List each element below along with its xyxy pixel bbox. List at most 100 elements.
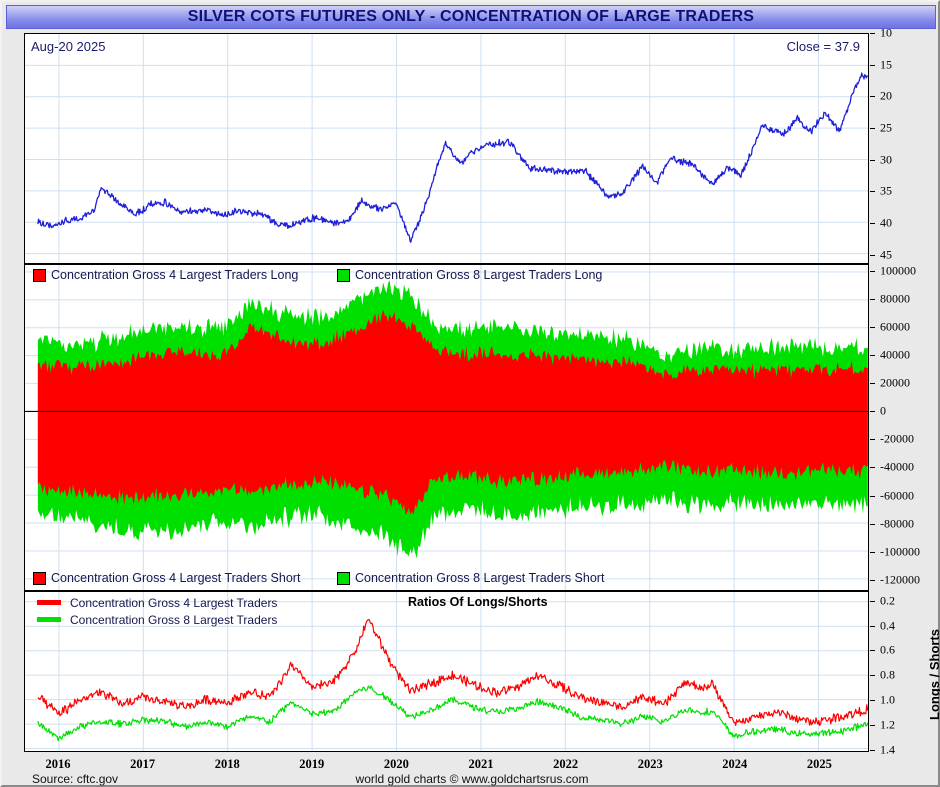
y-tick-label: 40000 — [880, 347, 910, 362]
legend-swatch-icon — [337, 571, 350, 585]
y-tick — [870, 383, 875, 385]
x-tick-label: 2022 — [553, 757, 579, 771]
legend-swatch-icon — [33, 268, 46, 282]
legend-longs: Concentration Gross 4 Largest Traders Lo… — [31, 268, 871, 284]
legend-line-swatch-icon — [37, 600, 61, 605]
legend-line-swatch-icon — [37, 617, 61, 622]
legend-label: Concentration Gross 8 Largest Traders Lo… — [355, 268, 603, 282]
credit-label: world gold charts © www.goldchartsrus.co… — [355, 772, 589, 786]
page-title: SILVER COTS FUTURES ONLY - CONCENTRATION… — [187, 8, 755, 25]
legend-shorts: Concentration Gross 4 Largest Traders Sh… — [31, 571, 871, 587]
y-tick-label: 25 — [880, 120, 892, 135]
ratios-y-axis: 1.4 1.2 1.0 0.8 0.6 0.4 0.2 — [870, 591, 940, 756]
legend-swatch-icon — [337, 268, 350, 282]
y-tick-label: 35 — [880, 183, 892, 198]
y-tick-label: 20 — [880, 88, 892, 103]
y-tick — [870, 579, 875, 581]
y-tick — [870, 523, 875, 525]
y-tick-label: 0.2 — [880, 593, 895, 608]
y-tick-label: 40 — [880, 215, 892, 230]
y-tick — [870, 271, 875, 273]
legend-item: Concentration Gross 4 Largest Traders Sh… — [33, 571, 300, 585]
y-tick-label: 0.4 — [880, 618, 895, 633]
x-tick-label: 2016 — [45, 757, 71, 771]
legend-item: Concentration Gross 8 Largest Traders Lo… — [337, 268, 602, 282]
y-tick — [870, 327, 875, 329]
y-tick — [870, 299, 875, 301]
silver-price-panel: Aug-20 2025 Close = 37.9 — [24, 33, 869, 264]
x-tick-label: 2023 — [637, 757, 663, 771]
legend-item: Concentration Gross 8 Largest Traders Sh… — [337, 571, 604, 585]
y-tick — [870, 600, 875, 602]
close-value-label: Close = 37.9 — [786, 39, 860, 54]
y-tick-label: -40000 — [880, 459, 914, 474]
legend-label: Concentration Gross 4 Largest Traders Sh… — [51, 571, 301, 585]
legend-item: Concentration Gross 8 Largest Traders — [37, 611, 277, 628]
legend-label: Concentration Gross 8 Largest Traders — [70, 612, 278, 627]
y-tick — [870, 724, 875, 726]
y-tick-label: 1.0 — [880, 692, 895, 707]
x-tick-label: 2024 — [722, 757, 748, 771]
y-tick — [870, 96, 875, 98]
y-tick — [870, 495, 875, 497]
y-tick — [870, 355, 875, 357]
y-tick — [870, 254, 875, 256]
x-tick-label: 2018 — [214, 757, 240, 771]
y-tick — [870, 33, 875, 34]
y-tick — [870, 191, 875, 193]
x-tick-label: 2021 — [468, 757, 494, 771]
legend-item: Concentration Gross 4 Largest Traders — [37, 594, 277, 611]
y-tick — [870, 467, 875, 469]
gridlines — [25, 34, 868, 263]
x-axis: 2016 2017 2018 2019 2020 2021 2022 2023 2024 2025 — [2, 755, 940, 775]
y-tick-label: -60000 — [880, 488, 914, 503]
legend-label: Concentration Gross 4 Largest Traders Lo… — [51, 268, 299, 282]
y-tick — [870, 411, 875, 413]
y-tick — [870, 699, 875, 701]
legend-label: Concentration Gross 4 Largest Traders — [70, 595, 278, 610]
y-tick-label: 1.2 — [880, 717, 895, 732]
y-tick-label: -80000 — [880, 516, 914, 531]
y-tick — [870, 551, 875, 553]
concentration-panel: Concentration Gross 4 Largest Traders Lo… — [24, 264, 869, 591]
legend-ratios: Concentration Gross 4 Largest Traders Con… — [37, 594, 277, 628]
y-tick — [870, 439, 875, 441]
y-tick — [870, 650, 875, 652]
legend-swatch-icon — [33, 571, 46, 585]
ratios-panel: Ratios Of Longs/Shorts Concentration Gro… — [24, 591, 869, 752]
concentration-y-axis: 100000 80000 60000 40000 20000 0 -20000 -40000 -… — [870, 263, 940, 591]
area-4-largest-long — [37, 309, 868, 412]
y-tick-label: 1.4 — [880, 742, 895, 757]
y-tick-label: 30 — [880, 152, 892, 167]
y-tick-label: 0 — [880, 403, 886, 418]
concentration-svg — [25, 265, 868, 590]
legend-label: Concentration Gross 8 Largest Traders Sh… — [355, 571, 605, 585]
x-tick-label: 2017 — [130, 757, 156, 771]
ratios-plot — [25, 592, 868, 751]
x-tick-label: 2025 — [806, 757, 832, 771]
y-tick-label: 45 — [880, 247, 892, 261]
y-tick-label: 100000 — [880, 263, 916, 278]
y-tick-label: 15 — [880, 57, 892, 72]
y-tick — [870, 675, 875, 677]
y-tick — [870, 625, 875, 627]
ratio-line-8-largest — [37, 685, 868, 742]
y-tick — [870, 127, 875, 129]
silver-price-svg — [25, 34, 868, 263]
ratios-svg — [25, 592, 868, 751]
legend-item: Concentration Gross 4 Largest Traders Lo… — [33, 268, 298, 282]
silver-price-plot — [25, 34, 868, 263]
y-tick-label: 0.6 — [880, 642, 895, 657]
as-of-date-label: Aug-20 2025 — [31, 39, 106, 54]
y-tick-label: -100000 — [880, 544, 920, 559]
y-tick-label: -120000 — [880, 572, 920, 587]
price-line — [37, 72, 868, 243]
ratios-y-axis-title: Longs / Shorts — [927, 629, 940, 720]
y-tick-label: 80000 — [880, 291, 910, 306]
y-tick — [870, 64, 875, 66]
y-tick-label: 0.8 — [880, 667, 895, 682]
y-tick-label: 10 — [880, 25, 892, 40]
y-tick-label: 60000 — [880, 319, 910, 334]
y-tick — [870, 749, 875, 751]
